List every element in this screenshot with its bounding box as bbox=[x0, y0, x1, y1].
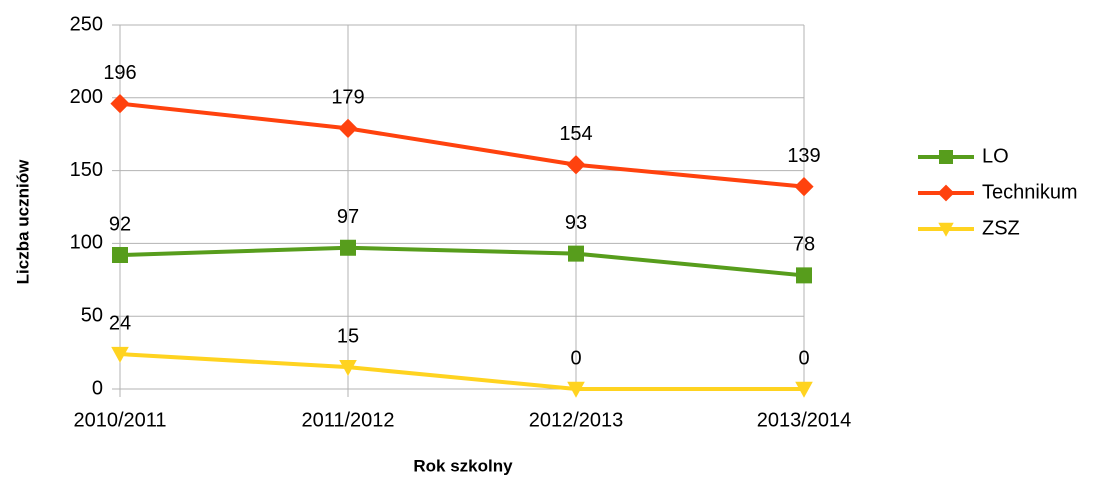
data-label: 78 bbox=[793, 234, 815, 256]
data-label: 139 bbox=[787, 145, 820, 167]
y-tick-label: 100 bbox=[70, 232, 103, 254]
point-marker bbox=[566, 155, 586, 175]
legend-marker bbox=[939, 150, 953, 164]
data-label: 97 bbox=[337, 206, 359, 228]
legend-label: LO bbox=[982, 145, 1009, 167]
data-label: 15 bbox=[337, 325, 359, 347]
x-tick-label: 2013/2014 bbox=[757, 409, 852, 431]
point-marker bbox=[338, 118, 358, 138]
x-tick-label: 2012/2013 bbox=[529, 409, 624, 431]
point-marker bbox=[111, 346, 129, 363]
point-marker bbox=[795, 381, 813, 398]
data-label: 93 bbox=[565, 212, 587, 234]
point-marker bbox=[568, 245, 584, 262]
data-label: 196 bbox=[103, 62, 136, 84]
y-axis-label: Liczba uczniów bbox=[13, 159, 32, 284]
series-line bbox=[119, 352, 804, 391]
y-tick-label: 200 bbox=[70, 86, 103, 108]
x-tick-label: 2011/2012 bbox=[301, 409, 394, 431]
data-label: 179 bbox=[331, 87, 364, 109]
point-marker bbox=[110, 94, 130, 114]
data-label: 154 bbox=[559, 123, 592, 145]
x-axis-label: Rok szkolny bbox=[413, 456, 513, 475]
legend-label: Technikum bbox=[982, 181, 1078, 203]
point-marker bbox=[567, 381, 585, 398]
point-marker bbox=[794, 177, 814, 197]
series-line bbox=[119, 245, 805, 278]
data-label: 24 bbox=[109, 312, 131, 334]
x-tick-label: 2010/2011 bbox=[73, 409, 166, 431]
y-tick-label: 250 bbox=[70, 13, 103, 35]
series-line bbox=[119, 101, 805, 189]
data-label: 92 bbox=[109, 213, 131, 235]
legend-marker bbox=[938, 222, 954, 237]
legend-marker bbox=[937, 184, 955, 202]
data-label: 0 bbox=[570, 347, 581, 369]
point-marker bbox=[340, 239, 356, 256]
data-label: 0 bbox=[798, 347, 809, 369]
point-marker bbox=[796, 267, 812, 284]
point-marker bbox=[339, 359, 357, 376]
point-marker bbox=[112, 247, 128, 264]
y-tick-label: 50 bbox=[81, 304, 103, 326]
y-tick-label: 150 bbox=[70, 159, 103, 181]
y-tick-label: 0 bbox=[92, 377, 103, 399]
legend-label: ZSZ bbox=[982, 217, 1020, 239]
